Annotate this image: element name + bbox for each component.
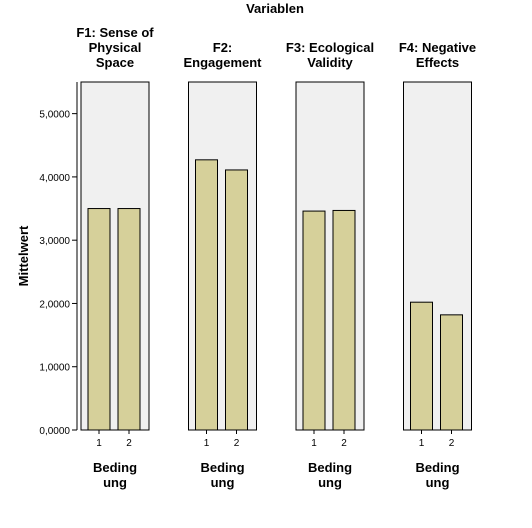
y-axis-label: Mittelwert	[16, 225, 31, 286]
bar-2	[117, 208, 141, 431]
panel-title-line: F3: Ecological	[286, 40, 374, 55]
y-tick-label: 5,0000	[39, 110, 70, 121]
x-axis-label-line: Beding	[200, 460, 244, 475]
bar-2	[332, 209, 356, 431]
y-tick-label: 1,0000	[39, 363, 70, 374]
x-axis-label-line: ung	[426, 475, 450, 490]
x-axis-label-line: ung	[318, 475, 342, 490]
panel-title-line: F4: Negative	[399, 40, 476, 55]
panel-title-line: Physical	[89, 40, 142, 55]
y-tick-label: 2,0000	[39, 299, 70, 310]
x-tick-label: 2	[449, 438, 455, 449]
x-axis-label-line: ung	[211, 475, 235, 490]
x-axis-label-line: Beding	[308, 460, 352, 475]
x-axis-label-line: Beding	[415, 460, 459, 475]
bar-1	[410, 301, 433, 431]
x-tick-label: 1	[311, 438, 317, 449]
bar-2	[440, 314, 463, 431]
bar-2	[225, 169, 248, 431]
bar-1	[302, 210, 326, 431]
x-tick-label: 1	[204, 438, 210, 449]
y-tick-label: 3,0000	[39, 236, 70, 247]
chart-title: Variablen	[246, 1, 304, 16]
x-axis-label-line: ung	[103, 475, 127, 490]
panel-title-line: Effects	[416, 55, 459, 70]
y-tick-label: 0,0000	[39, 426, 70, 437]
panel-title-line: F1: Sense of	[76, 25, 154, 40]
x-tick-label: 2	[234, 438, 240, 449]
panel-title-line: Validity	[307, 55, 353, 70]
x-tick-label: 2	[341, 438, 347, 449]
panel-title-line: Engagement	[183, 55, 262, 70]
x-axis-label-line: Beding	[93, 460, 137, 475]
x-tick-label: 2	[126, 438, 132, 449]
panel-title-line: F2:	[213, 40, 233, 55]
x-tick-label: 1	[419, 438, 425, 449]
bar-1	[195, 159, 218, 431]
panel-title-line: Space	[96, 55, 134, 70]
x-tick-label: 1	[96, 438, 102, 449]
bar-1	[87, 208, 111, 431]
y-axis: 0,0000 1,0000 2,0000 3,0000 4,0000 5,0000	[39, 82, 78, 437]
y-tick-label: 4,0000	[39, 173, 70, 184]
